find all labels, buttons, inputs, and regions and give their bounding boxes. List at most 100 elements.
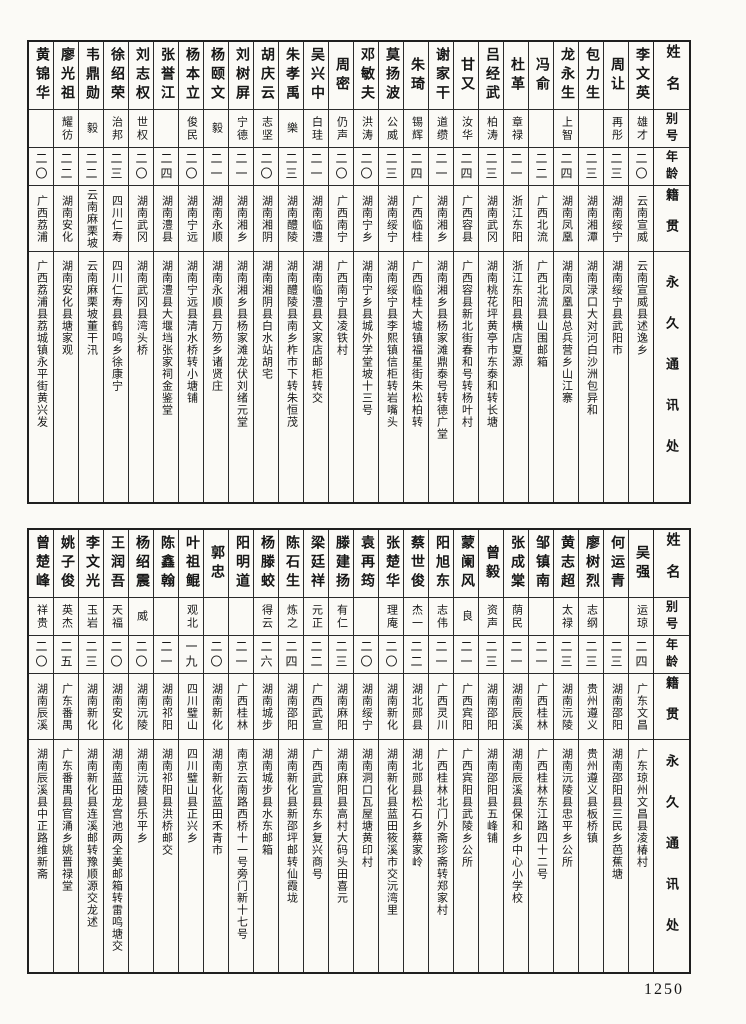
age-cell: 二四 xyxy=(554,148,578,186)
alias-cell: 威 xyxy=(129,598,153,636)
row-header-column: 姓名 别号 年龄 籍贯 永久通讯处 xyxy=(653,42,689,502)
row-header-name-text: 姓名 xyxy=(664,531,680,596)
age-cell-text: 二一 xyxy=(159,639,173,670)
name-cell: 包力生 xyxy=(579,42,603,110)
alias-cell-text: 志坚 xyxy=(260,115,273,142)
alias-cell xyxy=(354,598,378,636)
address-cell-text: 湖南渌口大对河白沙洲包异和 xyxy=(585,260,598,416)
address-cell-text: 浙江东阳县横店夏源 xyxy=(510,260,523,368)
address-cell-text: 湖南湘乡县杨家滩龙伏刘绪元堂 xyxy=(235,260,248,428)
address-cell: 南京云南路西桥十一号旁门新十七号 xyxy=(229,740,253,972)
row-header-origin-text: 籍贯 xyxy=(664,187,679,250)
name-cell-text: 叶祖鲲 xyxy=(184,535,199,592)
address-cell: 湖南湘乡县杨家滩龙伏刘绪元堂 xyxy=(229,252,253,502)
alias-cell: 观北 xyxy=(179,598,203,636)
name-cell-text: 李文光 xyxy=(84,535,99,592)
age-cell-text: 二三 xyxy=(584,639,598,670)
name-cell: 莫扬波 xyxy=(379,42,403,110)
age-cell: 二一 xyxy=(304,148,328,186)
alias-cell-text: 杰一 xyxy=(410,603,423,630)
person-column: 姚子俊 英杰 二五 广东番禺 广东番禺县官涌乡姚晋禄堂 xyxy=(53,530,78,972)
age-cell-text: 二〇 xyxy=(334,151,348,182)
alias-cell: 锡辉 xyxy=(404,110,428,148)
name-cell: 韦鼎勋 xyxy=(79,42,103,110)
origin-cell-text: 广西武宣 xyxy=(310,682,323,731)
age-cell: 二二 xyxy=(529,148,553,186)
age-cell-text: 二〇 xyxy=(359,151,373,182)
person-column: 滕建扬 有仁 二三 湖南麻阳 湖南麻阳县高村大码头田喜元 xyxy=(328,530,353,972)
person-column: 陈鑫翰 二一 湖南祁阳 湖南祁阳县洪桥邮交 xyxy=(153,530,178,972)
address-cell: 湖南凤凰县总兵营乡山江寨 xyxy=(554,252,578,502)
name-cell: 廖树烈 xyxy=(579,530,603,598)
age-cell-text: 二一 xyxy=(534,639,548,670)
address-cell: 四川仁寿县鹤鸣乡徐康宁 xyxy=(104,252,128,502)
age-cell-text: 二二 xyxy=(409,639,423,670)
name-cell-text: 曾楚峰 xyxy=(34,535,49,592)
person-column: 周密 仍声 二〇 广西南宁 广西南宁县凌铁村 xyxy=(328,42,353,502)
address-cell-text: 湖南沅陵县忠平乡公所 xyxy=(560,748,573,868)
origin-cell-text: 湖南绥宁 xyxy=(360,682,373,731)
alias-cell: 宁德 xyxy=(229,110,253,148)
alias-cell: 理庵 xyxy=(379,598,403,636)
alias-cell-text: 英杰 xyxy=(60,603,73,630)
origin-cell: 湖南新化 xyxy=(204,674,228,740)
name-cell: 李文英 xyxy=(629,42,653,110)
name-cell-text: 蔡世俊 xyxy=(409,535,424,592)
address-cell: 湖南祁阳县洪桥邮交 xyxy=(154,740,178,972)
origin-cell: 广西南宁 xyxy=(329,186,353,252)
person-column: 张楚华 理庵 二〇 湖南新化 湖南新化县蓝田筱溪市交沅湾里 xyxy=(378,530,403,972)
name-cell-text: 吕经武 xyxy=(484,47,499,104)
origin-cell-text: 云南宣威 xyxy=(635,194,648,243)
address-cell: 广西临桂大墟镇福星街朱松柏转 xyxy=(404,252,428,502)
age-cell-text: 二四 xyxy=(559,151,573,182)
origin-cell-text: 湖南武冈 xyxy=(485,194,498,243)
origin-cell: 湖南城步 xyxy=(254,674,278,740)
age-cell-text: 二一 xyxy=(234,151,248,182)
address-cell: 湖南蓝田龙宫池两全美邮箱转雷鸣塘交 xyxy=(104,740,128,972)
age-cell: 二三 xyxy=(279,148,303,186)
name-cell: 周密 xyxy=(329,42,353,110)
person-column: 梁廷祥 元正 二二 广西武宣 广西武宣县东乡复兴商号 xyxy=(303,530,328,972)
age-cell-text: 二一 xyxy=(209,151,223,182)
origin-cell: 湖南武冈 xyxy=(479,186,503,252)
name-cell-text: 杨本立 xyxy=(184,47,199,104)
address-cell-text: 湖南城步县水东邮箱 xyxy=(260,748,273,856)
alias-cell xyxy=(604,598,628,636)
age-cell: 二二 xyxy=(404,636,428,674)
age-cell-text: 二二 xyxy=(534,151,548,182)
name-cell-text: 陈石生 xyxy=(284,535,299,592)
person-column: 杨滕蛟 得云 二六 湖南城步 湖南城步县水东邮箱 xyxy=(253,530,278,972)
alias-cell-text: 荫民 xyxy=(510,603,523,630)
address-cell-text: 广西南宁县凌铁村 xyxy=(335,260,348,356)
origin-cell: 湖南安化 xyxy=(104,674,128,740)
origin-cell: 广东文昌 xyxy=(629,674,653,740)
origin-cell-text: 广西荔浦 xyxy=(35,194,48,243)
name-cell: 徐绍荣 xyxy=(104,42,128,110)
name-cell-text: 杨颐文 xyxy=(209,47,224,104)
alias-cell-text: 毅 xyxy=(85,122,98,135)
age-cell: 二三 xyxy=(554,636,578,674)
age-cell: 二三 xyxy=(104,148,128,186)
address-cell: 湖南邵阳县三民乡芭蕉塘 xyxy=(604,740,628,972)
alias-cell-text: 宁德 xyxy=(235,115,248,142)
person-column: 韦鼎勋毅二二 云南麻栗坡 云南麻栗坡董干汛 xyxy=(78,42,103,502)
address-cell: 湖南湘阴县白水站胡宅 xyxy=(254,252,278,502)
address-cell-text: 湖南武冈县湾头桥 xyxy=(135,260,148,356)
alias-cell-text: 良 xyxy=(460,610,473,623)
origin-cell-text: 湖南临澧 xyxy=(310,194,323,243)
age-cell: 二〇 xyxy=(29,636,53,674)
row-header-alias: 别号 xyxy=(654,110,689,148)
alias-cell: 玉岩 xyxy=(79,598,103,636)
age-cell: 二三 xyxy=(379,148,403,186)
name-cell: 梁廷祥 xyxy=(304,530,328,598)
age-cell: 二三 xyxy=(579,148,603,186)
alias-cell: 毅 xyxy=(204,110,228,148)
name-cell-text: 甘又 xyxy=(459,56,474,95)
alias-cell xyxy=(579,110,603,148)
age-cell: 二三 xyxy=(604,636,628,674)
name-cell-text: 杜革 xyxy=(509,56,524,95)
person-column: 郭忠 二〇 湖南新化 湖南新化蓝田禾青市 xyxy=(203,530,228,972)
person-column: 杨颐文毅二一 湖南永顺 湖南永顺县万笏乡诸贤庄 xyxy=(203,42,228,502)
person-column: 胡庆云 志坚 二〇 湖南湘阴 湖南湘阴县白水站胡宅 xyxy=(253,42,278,502)
person-column: 冯俞 二二 广西北流 广西北流县山围邮箱 xyxy=(528,42,553,502)
